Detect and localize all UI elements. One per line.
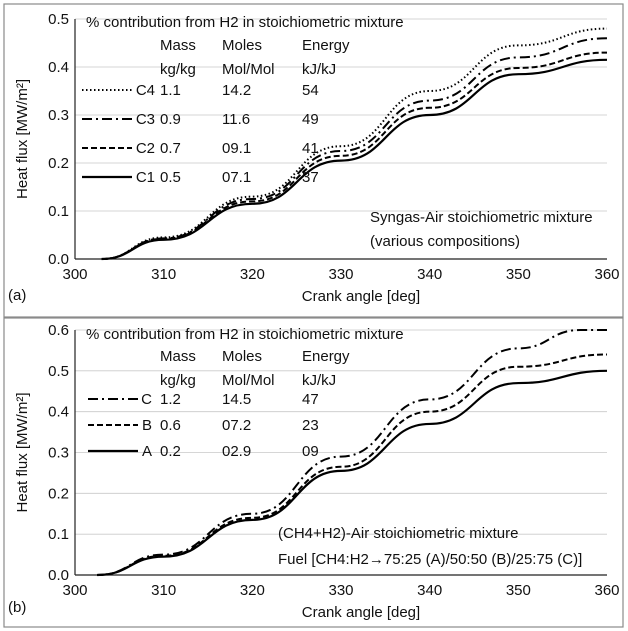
chart-annotation: (CH4+H2)-Air stoichiometric mixture xyxy=(278,525,518,542)
x-tick-label: 350 xyxy=(506,582,531,599)
legend-header: Energy xyxy=(302,348,350,365)
legend-mass: 0.2 xyxy=(160,443,181,460)
legend-header: Mass xyxy=(160,37,196,54)
legend-moles: 07.1 xyxy=(222,169,251,186)
y-tick-label: 0.4 xyxy=(48,59,69,76)
legend-header-unit: kJ/kJ xyxy=(302,372,336,389)
legend-name: A xyxy=(142,443,152,460)
y-axis-label: Heat flux [MW/m²] xyxy=(14,392,31,512)
legend-moles: 11.6 xyxy=(222,111,250,128)
legend-header-unit: kg/kg xyxy=(160,372,196,389)
chart-panel-a: 0.0 0.1 0.2 0.3 0.4 0.5 300 310 320 330 340 350 360 C… xyxy=(3,3,624,318)
y-tick-label: 0.4 xyxy=(48,404,69,421)
x-axis-label: Crank angle [deg] xyxy=(302,288,420,305)
legend-header: Mass xyxy=(160,348,196,365)
x-tick-label: 360 xyxy=(594,582,619,599)
chart-annotation: (various compositions) xyxy=(370,233,520,250)
legend-moles: 02.9 xyxy=(222,443,251,460)
y-tick-label: 0.5 xyxy=(48,363,69,380)
chart-annotation: Fuel [CH4:H2→75:25 (A)/50:50 (B)/25:75 (… xyxy=(278,551,582,568)
legend-mass: 1.2 xyxy=(160,391,181,408)
legend-energy: 23 xyxy=(302,417,319,434)
series-line-C4 xyxy=(101,27,608,260)
x-tick-label: 310 xyxy=(151,266,176,283)
legend-mass: 0.9 xyxy=(160,111,181,128)
x-tick-label: 330 xyxy=(328,266,353,283)
legend-name: C1 xyxy=(136,169,155,186)
legend-header: Moles xyxy=(222,37,262,54)
legend-moles: 09.1 xyxy=(222,140,251,157)
legend-title: % contribution from H2 in stoichiometric… xyxy=(86,326,404,343)
panel-frame xyxy=(3,3,624,318)
legend-header: Energy xyxy=(302,37,350,54)
chart-panel-b: 0.0 0.1 0.2 0.3 0.4 0.5 0.6 300 310 320 330 340 350 3… xyxy=(3,317,624,628)
panel-label: (a) xyxy=(8,287,26,304)
legend-name: C2 xyxy=(136,140,155,157)
y-tick-label: 0.2 xyxy=(48,155,69,172)
panel-frame xyxy=(3,317,624,628)
legend-energy: 41 xyxy=(302,140,319,157)
legend-mass: 1.1 xyxy=(160,82,181,99)
x-tick-label: 340 xyxy=(417,582,442,599)
y-axis-label: Heat flux [MW/m²] xyxy=(14,79,31,199)
y-tick-label: 0.2 xyxy=(48,485,69,502)
x-tick-label: 300 xyxy=(62,266,87,283)
legend-mass: 0.6 xyxy=(160,417,181,434)
y-tick-label: 0.1 xyxy=(48,526,69,543)
legend-header-unit: kg/kg xyxy=(160,61,196,78)
legend-name: C4 xyxy=(136,82,155,99)
chart-annotation: Syngas-Air stoichiometric mixture xyxy=(370,209,593,226)
y-tick-label: 0.0 xyxy=(48,567,69,584)
y-tick-label: 0.3 xyxy=(48,107,69,124)
y-tick-label: 0.0 xyxy=(48,251,69,268)
x-tick-label: 350 xyxy=(506,266,531,283)
x-tick-label: 320 xyxy=(240,266,265,283)
x-axis-label: Crank angle [deg] xyxy=(302,604,420,621)
panel-label: (b) xyxy=(8,599,26,616)
x-tick-label: 330 xyxy=(328,582,353,599)
legend-energy: 49 xyxy=(302,111,319,128)
legend-header-unit: Mol/Mol xyxy=(222,61,275,78)
series-line-C2 xyxy=(101,51,608,260)
x-tick-label: 300 xyxy=(62,582,87,599)
legend-mass: 0.5 xyxy=(160,169,181,186)
legend-name: C xyxy=(141,391,152,408)
legend-mass: 0.7 xyxy=(160,140,181,157)
legend-moles: 14.2 xyxy=(222,82,251,99)
y-tick-label: 0.6 xyxy=(48,322,69,339)
x-tick-label: 360 xyxy=(594,266,619,283)
legend-header: Moles xyxy=(222,348,262,365)
x-tick-label: 310 xyxy=(151,582,176,599)
legend-energy: 54 xyxy=(302,82,319,99)
legend-moles: 14.5 xyxy=(222,391,251,408)
series-line-A xyxy=(97,369,608,577)
legend-energy: 37 xyxy=(302,169,319,186)
legend-title: % contribution from H2 in stoichiometric… xyxy=(86,14,404,31)
legend-name: C3 xyxy=(136,111,155,128)
y-tick-label: 0.5 xyxy=(48,11,69,28)
y-tick-label: 0.1 xyxy=(48,203,69,220)
legend-moles: 07.2 xyxy=(222,417,251,434)
y-tick-label: 0.3 xyxy=(48,445,69,462)
legend-header-unit: kJ/kJ xyxy=(302,61,336,78)
legend-energy: 09 xyxy=(302,443,319,460)
x-tick-label: 340 xyxy=(417,266,442,283)
legend-name: B xyxy=(142,417,152,434)
x-tick-label: 320 xyxy=(240,582,265,599)
legend-header-unit: Mol/Mol xyxy=(222,372,275,389)
series-line-C1 xyxy=(101,58,608,261)
legend-energy: 47 xyxy=(302,391,319,408)
